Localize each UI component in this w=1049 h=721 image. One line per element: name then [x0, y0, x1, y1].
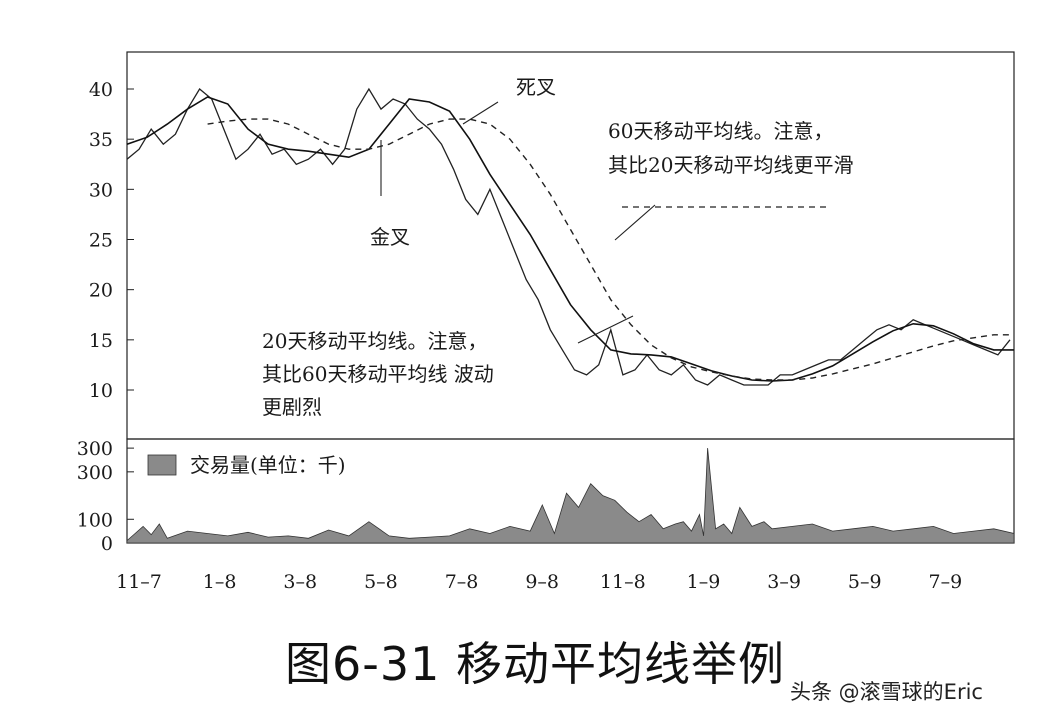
- x-tick-label: 3–8: [283, 571, 317, 593]
- x-tick-label: 7–8: [445, 571, 479, 593]
- death-cross-pointer: [462, 101, 499, 125]
- price-y-tick-label: 40: [89, 79, 113, 101]
- ma20-line: [126, 96, 1014, 382]
- volume-y-tick-label: 300: [77, 438, 113, 460]
- x-tick-label: 11–8: [600, 571, 646, 593]
- x-tick-label: 5–8: [364, 571, 398, 593]
- volume-y-tick-label: 0: [101, 533, 113, 555]
- volume-legend-label: 交易量(单位：千): [190, 453, 346, 477]
- volume-y-tick-label: 100: [77, 509, 113, 531]
- figure-caption: 图6-31 移动平均线举例: [285, 637, 786, 691]
- volume-legend-swatch: [147, 454, 177, 476]
- x-tick-label: 7–9: [929, 571, 963, 593]
- price-line: [126, 87, 1011, 386]
- x-tick-label: 3–9: [767, 571, 801, 593]
- ma20-note-line1: 20天移动平均线。注意，: [262, 329, 487, 353]
- golden-cross-label: 金叉: [370, 225, 410, 249]
- x-tick-label: 9–8: [525, 571, 559, 593]
- ma60-note-pointer: [614, 204, 656, 241]
- x-axis-ticks: 11–7 1–8 3–8 5–8 7–8 9–8 11–8 1–9 3–9 5–9 7–9: [116, 537, 962, 593]
- ma20-note-line2: 其比60天移动平均线 波动: [262, 362, 494, 386]
- ma60-note-line2: 其比20天移动平均线更平滑: [608, 153, 853, 177]
- x-tick-label: 1–9: [687, 571, 721, 593]
- ma20-note-pointer: [577, 315, 634, 344]
- ma60-note-line1: 60天移动平均线。注意，: [608, 119, 833, 143]
- watermark: 头条 @滚雪球的Eric: [790, 680, 983, 704]
- ma20-note-line3: 更剧烈: [262, 395, 322, 419]
- price-y-ticks: 40 35 30 25 20 15 10: [89, 79, 134, 402]
- x-tick-label: 11–7: [116, 571, 162, 593]
- ma60-line: [207, 118, 1014, 381]
- price-y-tick-label: 35: [89, 129, 113, 151]
- price-panel-frame: [126, 51, 1015, 440]
- price-y-tick-label: 15: [89, 330, 113, 352]
- volume-area: [126, 448, 1015, 544]
- price-y-tick-label: 20: [89, 280, 113, 302]
- death-cross-label: 死叉: [516, 75, 556, 99]
- price-y-tick-label: 10: [89, 380, 113, 402]
- x-tick-label: 1–8: [203, 571, 237, 593]
- price-y-tick-label: 25: [89, 230, 113, 252]
- x-tick-label: 5–9: [848, 571, 882, 593]
- volume-y-tick-label: 300: [77, 462, 113, 484]
- price-y-tick-label: 30: [89, 179, 113, 201]
